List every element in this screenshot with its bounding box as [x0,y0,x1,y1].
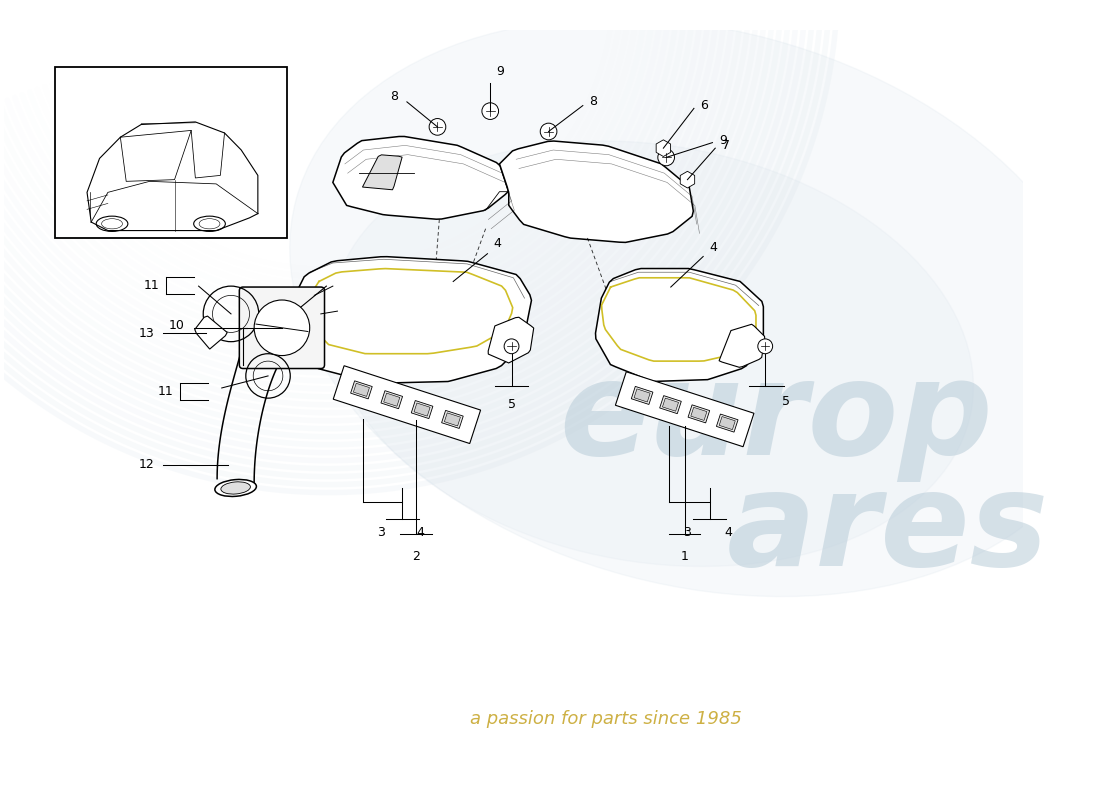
Text: 5: 5 [782,395,790,408]
Text: 6: 6 [701,99,708,112]
Polygon shape [680,171,695,188]
Polygon shape [688,405,710,423]
Bar [55,66,287,238]
Text: 4: 4 [493,237,500,250]
Polygon shape [719,417,735,430]
Polygon shape [411,401,433,418]
Polygon shape [634,389,650,402]
Text: 4: 4 [724,526,733,539]
Ellipse shape [331,141,974,566]
Polygon shape [333,366,481,443]
Text: 13: 13 [139,327,154,340]
Polygon shape [660,396,681,414]
Text: 4: 4 [710,241,717,254]
Text: 11: 11 [144,278,159,292]
Text: 8: 8 [389,90,398,103]
Polygon shape [363,155,403,190]
Circle shape [658,149,674,166]
Polygon shape [444,413,461,426]
Text: 5: 5 [507,398,516,411]
Text: 11: 11 [157,385,174,398]
Text: 8: 8 [590,95,597,108]
Polygon shape [691,407,707,421]
Circle shape [504,339,519,354]
Text: 7: 7 [722,139,729,152]
Polygon shape [662,398,679,411]
Text: 9: 9 [497,65,505,78]
Ellipse shape [289,18,1100,597]
Text: 12: 12 [139,458,154,471]
Circle shape [254,300,310,355]
Polygon shape [353,383,370,396]
Polygon shape [351,381,372,399]
Circle shape [540,123,557,140]
Polygon shape [381,390,403,409]
Polygon shape [719,324,764,367]
Polygon shape [441,410,463,429]
Polygon shape [195,316,228,349]
Polygon shape [716,414,738,432]
Polygon shape [292,257,531,383]
Polygon shape [657,140,671,157]
Polygon shape [615,372,754,446]
Ellipse shape [221,482,251,494]
Circle shape [758,339,772,354]
Polygon shape [333,137,508,219]
Text: ares: ares [726,466,1048,593]
Text: 3: 3 [377,526,385,539]
FancyBboxPatch shape [240,287,324,369]
Text: 10: 10 [168,319,185,333]
Polygon shape [499,141,693,242]
Circle shape [482,103,498,119]
Ellipse shape [214,479,256,497]
Circle shape [429,118,446,135]
Text: a passion for parts since 1985: a passion for parts since 1985 [470,710,741,729]
Text: 9: 9 [719,134,727,147]
Polygon shape [488,318,534,363]
Text: 2: 2 [412,550,420,563]
Polygon shape [631,386,653,405]
Text: 4: 4 [417,526,425,539]
Polygon shape [384,393,399,406]
Text: 1: 1 [681,550,689,563]
Polygon shape [414,403,430,416]
Text: europ: europ [560,355,993,482]
Polygon shape [595,269,763,382]
Text: 3: 3 [683,526,692,539]
